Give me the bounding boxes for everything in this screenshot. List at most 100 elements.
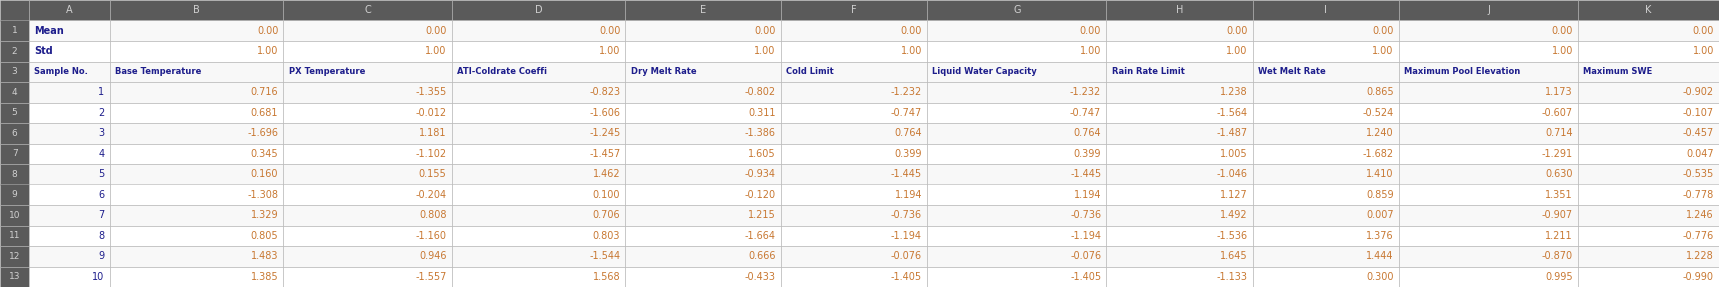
Text: H: H [1176, 5, 1183, 15]
Text: 9: 9 [12, 190, 17, 199]
Text: 0.00: 0.00 [256, 26, 278, 36]
Bar [1107, 0, 1253, 20]
Bar [1578, 164, 1719, 185]
Text: 1.00: 1.00 [901, 46, 921, 56]
Bar [284, 123, 452, 144]
Text: 7: 7 [12, 149, 17, 158]
Bar [110, 123, 284, 144]
Text: Base Temperature: Base Temperature [115, 67, 201, 76]
Bar [0, 164, 29, 185]
Text: 1.568: 1.568 [593, 272, 621, 282]
Bar [1399, 246, 1578, 267]
Bar [626, 123, 780, 144]
Bar [284, 144, 452, 164]
Text: -0.457: -0.457 [1683, 128, 1714, 138]
Text: 1.00: 1.00 [1372, 46, 1394, 56]
Bar [1578, 61, 1719, 82]
Text: 1.00: 1.00 [755, 46, 775, 56]
Bar [1253, 164, 1399, 185]
Bar [1253, 226, 1399, 246]
Bar [1578, 267, 1719, 287]
Text: -0.012: -0.012 [416, 108, 447, 118]
Text: J: J [1487, 5, 1490, 15]
Text: Liquid Water Capacity: Liquid Water Capacity [932, 67, 1037, 76]
Bar [626, 41, 780, 61]
Bar [1399, 123, 1578, 144]
Text: -0.120: -0.120 [744, 190, 775, 200]
Text: 1.00: 1.00 [1226, 46, 1248, 56]
Bar [452, 246, 626, 267]
Bar [1578, 226, 1719, 246]
Bar [626, 185, 780, 205]
Text: -0.736: -0.736 [890, 210, 921, 220]
Bar [626, 61, 780, 82]
Bar [0, 123, 29, 144]
Text: 1.00: 1.00 [598, 46, 621, 56]
Text: -0.076: -0.076 [1071, 251, 1102, 261]
Text: ATI-Coldrate Coeffi: ATI-Coldrate Coeffi [457, 67, 547, 76]
Bar [0, 0, 29, 20]
Bar [1253, 185, 1399, 205]
Bar [0, 185, 29, 205]
Text: -0.204: -0.204 [416, 190, 447, 200]
Text: 1.329: 1.329 [251, 210, 278, 220]
Text: 7: 7 [98, 210, 105, 220]
Bar [927, 123, 1107, 144]
Bar [110, 61, 284, 82]
Bar [29, 185, 110, 205]
Bar [29, 82, 110, 102]
Bar [927, 102, 1107, 123]
Bar [29, 20, 110, 41]
Text: 0.865: 0.865 [1367, 87, 1394, 97]
Bar [780, 226, 927, 246]
Bar [780, 144, 927, 164]
Text: 1: 1 [98, 87, 105, 97]
Bar [452, 164, 626, 185]
Bar [1578, 144, 1719, 164]
Bar [0, 267, 29, 287]
Bar [1107, 20, 1253, 41]
Text: D: D [535, 5, 543, 15]
Bar [1399, 267, 1578, 287]
Bar [780, 267, 927, 287]
Text: -1.564: -1.564 [1217, 108, 1248, 118]
Bar [1578, 185, 1719, 205]
Bar [284, 226, 452, 246]
Text: -0.990: -0.990 [1683, 272, 1714, 282]
Bar [927, 226, 1107, 246]
Bar [1253, 246, 1399, 267]
Text: 0.00: 0.00 [1080, 26, 1102, 36]
Text: 0.00: 0.00 [755, 26, 775, 36]
Text: -0.747: -0.747 [1069, 108, 1102, 118]
Text: 1.005: 1.005 [1220, 149, 1248, 159]
Bar [110, 205, 284, 226]
Text: 0.00: 0.00 [901, 26, 921, 36]
Text: 12: 12 [9, 252, 21, 261]
Text: 0.630: 0.630 [1545, 169, 1573, 179]
Text: 0.995: 0.995 [1545, 272, 1573, 282]
Bar [927, 267, 1107, 287]
Text: -0.934: -0.934 [744, 169, 775, 179]
Bar [1578, 123, 1719, 144]
Bar [927, 0, 1107, 20]
Bar [626, 20, 780, 41]
Bar [29, 102, 110, 123]
Text: -1.405: -1.405 [1071, 272, 1102, 282]
Text: 0.706: 0.706 [593, 210, 621, 220]
Bar [452, 41, 626, 61]
Bar [780, 164, 927, 185]
Bar [1253, 0, 1399, 20]
Bar [626, 246, 780, 267]
Bar [0, 246, 29, 267]
Text: 0.00: 0.00 [1552, 26, 1573, 36]
Text: 1.215: 1.215 [748, 210, 775, 220]
Text: -1.232: -1.232 [890, 87, 921, 97]
Text: 0.00: 0.00 [1226, 26, 1248, 36]
Bar [452, 0, 626, 20]
Text: 0.399: 0.399 [1074, 149, 1102, 159]
Text: Std: Std [34, 46, 53, 56]
Bar [0, 82, 29, 102]
Text: Maximum SWE: Maximum SWE [1583, 67, 1652, 76]
Text: 5: 5 [98, 169, 105, 179]
Text: -1.682: -1.682 [1363, 149, 1394, 159]
